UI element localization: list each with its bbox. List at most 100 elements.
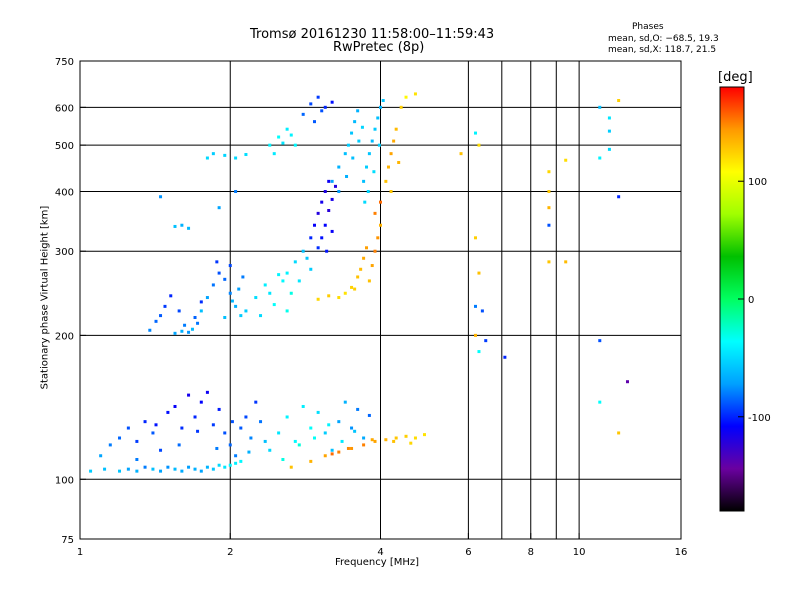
data-point bbox=[244, 415, 248, 419]
data-point bbox=[211, 152, 215, 156]
data-point bbox=[503, 355, 507, 359]
data-point bbox=[330, 452, 334, 456]
data-point bbox=[327, 294, 331, 298]
x-tick-label: 1 bbox=[77, 547, 83, 558]
y-tick-label: 750 bbox=[55, 57, 74, 68]
data-point bbox=[259, 314, 263, 318]
data-point bbox=[228, 463, 232, 467]
data-point bbox=[343, 291, 347, 295]
data-point bbox=[367, 279, 371, 283]
data-point bbox=[598, 105, 602, 109]
data-point bbox=[404, 95, 408, 99]
data-point bbox=[323, 189, 327, 193]
data-point bbox=[345, 174, 349, 178]
data-point bbox=[359, 267, 363, 271]
data-point bbox=[281, 141, 285, 145]
data-point bbox=[330, 197, 334, 201]
data-point bbox=[379, 200, 382, 204]
data-point bbox=[337, 165, 341, 169]
data-point bbox=[366, 189, 370, 193]
data-point bbox=[337, 189, 341, 193]
data-point bbox=[205, 156, 209, 160]
data-point bbox=[297, 443, 301, 447]
data-point bbox=[217, 407, 221, 411]
data-point bbox=[360, 125, 364, 129]
data-point bbox=[199, 469, 203, 473]
data-point bbox=[346, 143, 350, 147]
data-point bbox=[180, 329, 184, 333]
y-ticks: 75 100 200 300 400 500 600 750 bbox=[55, 57, 86, 546]
data-point bbox=[108, 443, 112, 447]
y-tick-label: 600 bbox=[55, 103, 74, 114]
data-point bbox=[363, 200, 367, 204]
data-point bbox=[309, 267, 313, 271]
grid-lines bbox=[80, 61, 681, 539]
data-point bbox=[173, 467, 177, 471]
data-point bbox=[277, 431, 281, 435]
data-point bbox=[346, 446, 350, 450]
data-point bbox=[223, 277, 227, 281]
data-point bbox=[163, 304, 167, 308]
data-point bbox=[477, 271, 481, 275]
data-point bbox=[205, 465, 209, 469]
data-point bbox=[330, 179, 334, 183]
data-point bbox=[205, 390, 209, 394]
data-point bbox=[323, 431, 327, 435]
data-point bbox=[289, 291, 293, 295]
data-point bbox=[312, 223, 316, 227]
data-point bbox=[241, 275, 245, 279]
data-point bbox=[547, 223, 551, 227]
data-point bbox=[190, 327, 194, 331]
data-point bbox=[473, 236, 477, 240]
colorbar-tick-label: 0 bbox=[748, 295, 754, 306]
data-point bbox=[404, 434, 408, 438]
data-point bbox=[337, 450, 341, 454]
data-point bbox=[320, 109, 324, 113]
data-point bbox=[301, 112, 305, 116]
data-point bbox=[384, 438, 388, 442]
data-point bbox=[547, 170, 551, 174]
data-point bbox=[373, 211, 377, 215]
data-point bbox=[228, 264, 232, 268]
data-point bbox=[272, 303, 276, 307]
data-point bbox=[309, 459, 313, 463]
data-point bbox=[187, 226, 191, 230]
data-point bbox=[143, 420, 147, 424]
data-point bbox=[293, 439, 297, 443]
data-point bbox=[372, 170, 376, 174]
data-point bbox=[180, 469, 184, 473]
data-point bbox=[305, 256, 309, 260]
data-point bbox=[356, 407, 360, 411]
data-point bbox=[293, 143, 297, 147]
data-point bbox=[159, 469, 163, 473]
data-point bbox=[394, 436, 398, 440]
data-point bbox=[376, 236, 380, 240]
data-point bbox=[607, 116, 611, 120]
data-point bbox=[135, 457, 139, 461]
data-point bbox=[564, 260, 568, 264]
x-tick-label: 8 bbox=[528, 547, 534, 558]
data-point bbox=[285, 309, 289, 313]
data-point bbox=[293, 260, 297, 264]
data-point bbox=[159, 314, 163, 318]
data-point bbox=[309, 426, 313, 430]
data-point bbox=[187, 330, 191, 334]
data-point bbox=[330, 448, 334, 452]
y-tick-label: 100 bbox=[55, 475, 74, 486]
data-point bbox=[277, 273, 281, 277]
data-point bbox=[187, 393, 191, 397]
data-point bbox=[376, 116, 380, 120]
data-point bbox=[625, 380, 629, 384]
data-point bbox=[316, 297, 320, 301]
data-point bbox=[356, 275, 360, 279]
data-point bbox=[199, 400, 203, 404]
data-point bbox=[166, 465, 170, 469]
data-point bbox=[598, 400, 602, 404]
data-point bbox=[367, 413, 371, 417]
data-point bbox=[309, 236, 313, 240]
data-point bbox=[223, 315, 227, 319]
data-point bbox=[392, 139, 396, 143]
data-point bbox=[118, 436, 122, 440]
data-point bbox=[151, 467, 155, 471]
data-point bbox=[301, 249, 305, 253]
